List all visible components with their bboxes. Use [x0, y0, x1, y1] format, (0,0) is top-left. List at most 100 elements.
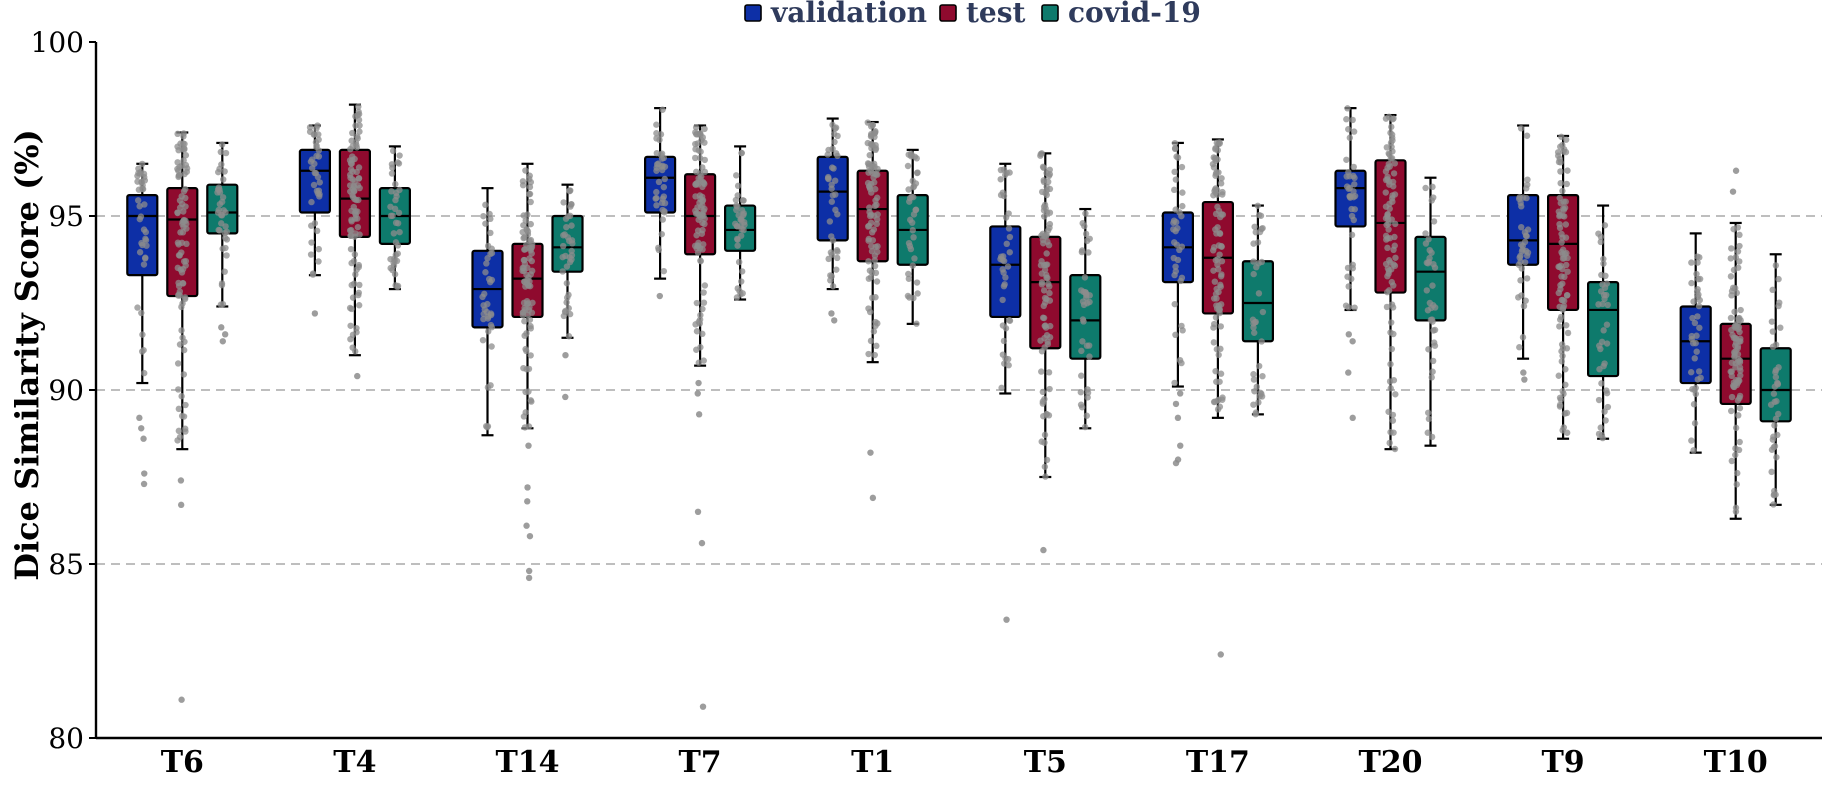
jitter-point: [1769, 436, 1777, 443]
jitter-point: [1562, 366, 1569, 373]
jitter-point: [868, 247, 876, 255]
jitter-point: [136, 215, 144, 223]
jitter-point: [1772, 341, 1780, 348]
jitter-point: [174, 264, 181, 272]
jitter-point: [733, 222, 741, 230]
jitter-point: [661, 175, 668, 183]
jitter-point: [1348, 205, 1355, 213]
jitter-point: [1429, 302, 1437, 309]
jitter-point: [1428, 374, 1435, 381]
jitter-point: [1172, 268, 1179, 275]
jitter-point: [1391, 242, 1398, 249]
jitter-point: [873, 342, 880, 350]
jitter-point: [874, 320, 881, 327]
jitter-point: [1601, 408, 1608, 415]
jitter-point: [1387, 360, 1394, 368]
jitter-point: [1004, 355, 1012, 363]
jitter-point: [1344, 264, 1352, 272]
jitter-point: [142, 235, 149, 243]
jitter-point: [349, 193, 357, 201]
jitter-point: [1040, 412, 1047, 420]
jitter-point: [1563, 429, 1571, 436]
jitter-point: [832, 125, 839, 132]
jitter-point: [1387, 428, 1394, 436]
jitter-point: [1002, 325, 1010, 332]
jitter-point: [1388, 123, 1395, 131]
jitter-point: [1736, 359, 1744, 366]
jitter-point: [178, 327, 185, 334]
jitter-point: [1727, 407, 1735, 415]
jitter-point: [735, 212, 742, 219]
jitter-point: [1515, 261, 1523, 268]
jitter-point: [523, 347, 530, 355]
jitter-point: [522, 217, 529, 224]
legend-swatch: [1041, 4, 1059, 22]
jitter-point: [701, 205, 708, 213]
jitter-point: [139, 185, 146, 193]
outlier-point: [1349, 338, 1356, 345]
jitter-point: [1171, 145, 1179, 153]
jitter-point: [1038, 368, 1045, 375]
jitter-point: [1178, 163, 1186, 171]
jitter-point: [559, 268, 566, 275]
jitter-point: [1523, 132, 1531, 139]
jitter-point: [1688, 279, 1695, 287]
jitter-point: [653, 121, 660, 128]
jitter-point: [396, 152, 403, 159]
jitter-point: [1079, 247, 1086, 254]
jitter-point: [1691, 420, 1699, 427]
jitter-point: [480, 212, 487, 220]
outlier-point: [695, 411, 703, 418]
jitter-point: [176, 163, 183, 171]
jitter-point: [734, 285, 741, 292]
jitter-point: [659, 216, 666, 223]
jitter-point: [182, 401, 189, 409]
jitter-point: [1603, 321, 1611, 328]
jitter-point: [1388, 319, 1395, 326]
jitter-point: [1043, 183, 1050, 191]
jitter-point: [1731, 308, 1738, 315]
jitter-point: [484, 242, 492, 250]
jitter-point: [906, 198, 913, 205]
jitter-point: [1351, 181, 1358, 188]
jitter-point: [526, 303, 533, 311]
outlier-point: [221, 331, 229, 338]
jitter-point: [1604, 403, 1612, 411]
jitter-point: [1045, 280, 1052, 287]
jitter-point: [1428, 316, 1436, 323]
jitter-point: [523, 226, 530, 233]
jitter-point: [1560, 206, 1568, 214]
jitter-point: [1556, 316, 1564, 323]
jitter-point: [697, 148, 704, 155]
jitter-point: [866, 212, 874, 220]
jitter-point: [138, 179, 145, 186]
jitter-point: [1250, 258, 1257, 265]
jitter-point: [737, 291, 744, 298]
jitter-point: [1597, 233, 1605, 241]
jitter-point: [1343, 156, 1350, 163]
jitter-point: [1179, 202, 1186, 210]
jitter-point: [1038, 281, 1046, 288]
jitter-point: [1597, 345, 1604, 353]
jitter-point: [1345, 168, 1352, 176]
jitter-point: [142, 254, 149, 261]
jitter-point: [1426, 254, 1433, 262]
jitter-point: [1083, 412, 1091, 419]
jitter-point: [1386, 200, 1393, 208]
jitter-point: [1695, 302, 1703, 310]
jitter-point: [1429, 357, 1437, 365]
jitter-point: [1773, 454, 1780, 461]
jitter-point: [1216, 140, 1223, 147]
jitter-point: [313, 187, 321, 195]
jitter-point: [356, 128, 363, 135]
jitter-point: [387, 264, 394, 272]
jitter-point: [1392, 391, 1399, 398]
x-tick-label: T20: [1358, 745, 1422, 780]
outlier-point: [867, 449, 874, 456]
jitter-point: [653, 167, 660, 174]
jitter-point: [905, 270, 912, 278]
jitter-point: [1422, 230, 1429, 237]
jitter-point: [1695, 368, 1703, 375]
jitter-point: [520, 413, 528, 420]
